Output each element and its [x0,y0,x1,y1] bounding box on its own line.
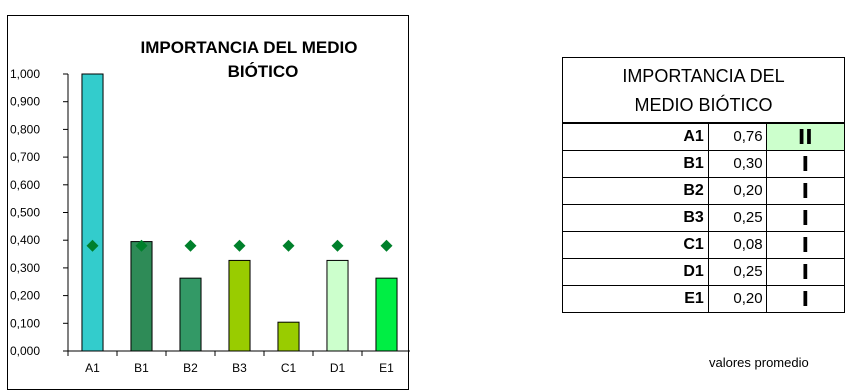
chart-title-line-2: BIÓTICO [228,62,299,81]
row-class: I [765,176,845,205]
bar [179,277,202,352]
row-value: 0,25 [707,257,767,286]
marker-point [184,239,197,252]
row-code: E1 [562,284,709,313]
x-tick-label: C1 [281,361,297,375]
marker-point [331,239,344,252]
row-code: B3 [562,203,709,232]
row-value: 0,08 [707,230,767,259]
table-title: IMPORTANCIA DEL MEDIO BIÓTICO [562,57,845,124]
y-tick-label: 0,100 [10,316,40,330]
row-code: A1 [562,121,709,151]
table-title-row: IMPORTANCIA DEL MEDIO BIÓTICO [562,57,845,124]
row-class: I [765,149,845,178]
x-tick-label: B3 [232,361,247,375]
x-tick-label: B2 [183,361,198,375]
row-class: I [765,284,845,313]
chart-markers [86,239,393,252]
marker-point [282,239,295,252]
row-value: 0,30 [707,149,767,178]
table-row: D1 0,25 I [562,257,845,286]
table-title-line-2: MEDIO BIÓTICO [634,95,773,116]
bar [326,259,349,352]
y-tick-label: 0,400 [10,233,40,247]
row-class: I [765,257,845,286]
marker-point [380,239,393,252]
table-row: E1 0,20 I [562,284,845,313]
table-row: B1 0,30 I [562,149,845,178]
row-code: B1 [562,149,709,178]
row-class: I [765,230,845,259]
row-code: D1 [562,257,709,286]
x-tick-label: D1 [330,361,346,375]
chart-title-line-1: IMPORTANCIA DEL MEDIO [141,38,358,57]
table-row: C1 0,08 I [562,230,845,259]
row-code: B2 [562,176,709,205]
y-tick-label: 0,600 [10,178,40,192]
chart-bars [81,73,398,352]
row-class: I [765,203,845,232]
bar-chart: IMPORTANCIA DEL MEDIO BIÓTICO 0,000 0,100… [10,38,410,375]
y-tick-label: 1,000 [10,67,40,81]
y-tick-label: 0,800 [10,122,40,136]
bar [277,321,300,352]
marker-point [86,239,99,252]
table-row: B3 0,25 I [562,203,845,232]
bar [130,241,153,352]
y-tick-label: 0,200 [10,289,40,303]
row-value: 0,20 [707,176,767,205]
row-value: 0,20 [707,284,767,313]
bar [81,73,104,352]
row-class: II [765,121,845,151]
table-title-line-1: IMPORTANCIA DEL [622,66,785,87]
table-row: A1 0,76 II [562,121,845,151]
table-row: B2 0,20 I [562,176,845,205]
row-value: 0,76 [707,121,767,151]
bar [228,259,251,352]
row-code: C1 [562,230,709,259]
y-tick-label: 0,900 [10,95,40,109]
x-tick-label: B1 [134,361,149,375]
y-tick-label: 0,500 [10,206,40,220]
chart-frame: IMPORTANCIA DEL MEDIO BIÓTICO 0,000 0,100… [7,15,410,390]
importance-table: IMPORTANCIA DEL MEDIO BIÓTICO A1 0,76 II B1… [562,57,845,313]
y-tick-label: 0,700 [10,150,40,164]
bar [375,277,398,352]
x-tick-label: A1 [85,361,100,375]
x-tick-label: E1 [379,361,394,375]
y-tick-label: 0,300 [10,261,40,275]
footnote: valores promedio [709,355,809,370]
row-value: 0,25 [707,203,767,232]
y-tick-label: 0,000 [10,344,40,358]
marker-point [135,239,148,252]
marker-point [233,239,246,252]
chart-axes: 0,000 0,100 0,200 0,300 0,400 0,500 0,600 0,700… [10,67,410,375]
